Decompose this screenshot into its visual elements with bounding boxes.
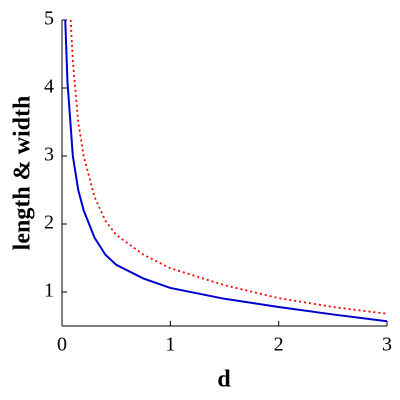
y-tick-label: 2 xyxy=(44,212,54,234)
x-tick-label: 3 xyxy=(382,334,392,356)
y-tick-label: 5 xyxy=(44,8,54,30)
y-axis-label: length & width xyxy=(10,96,36,251)
y-tick-label: 3 xyxy=(44,144,54,166)
line xyxy=(69,20,387,315)
x-tick-label: 0 xyxy=(57,334,67,356)
line xyxy=(64,20,387,323)
x-tick-label: 1 xyxy=(165,334,175,356)
y-tick-label: 4 xyxy=(44,76,54,98)
y-tick-label: 1 xyxy=(44,280,54,302)
x-tick-label: 2 xyxy=(274,334,284,356)
x-axis-label: d xyxy=(217,367,231,393)
